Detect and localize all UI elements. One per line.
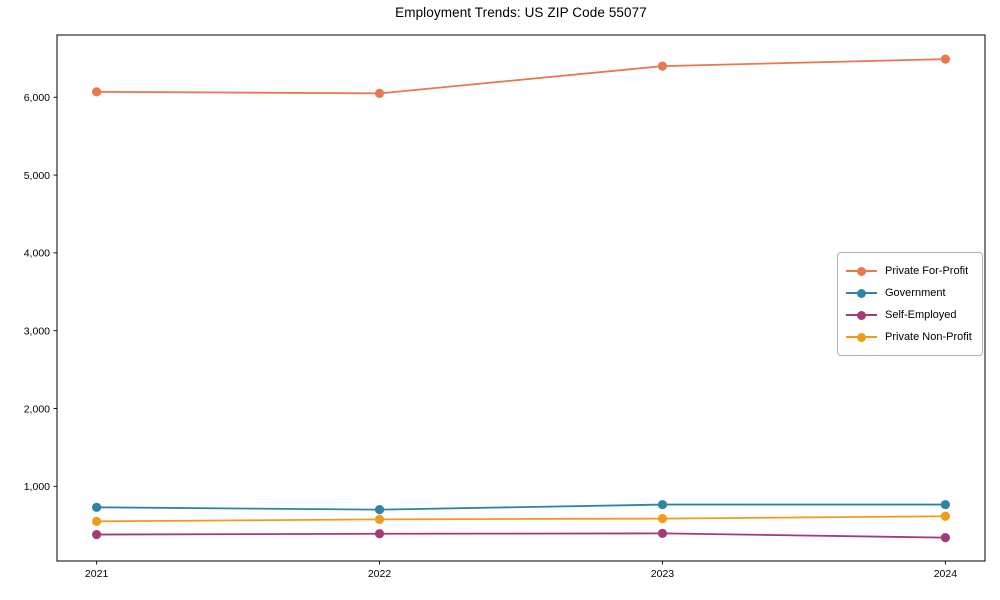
series-point-private-for-profit xyxy=(92,87,102,97)
x-tick-label: 2021 xyxy=(85,568,109,580)
series-line-government xyxy=(95,503,947,511)
legend-item-private-for-profit: Private For-Profit xyxy=(846,260,973,282)
legend-line-marker-icon xyxy=(846,332,877,342)
legend-dot-icon xyxy=(857,332,866,342)
series-point-private-non-profit xyxy=(940,511,950,521)
series-point-government xyxy=(940,499,950,510)
legend-item-private-non-profit: Private Non-Profit xyxy=(846,326,973,348)
legend-item-self-employed: Self-Employed xyxy=(846,304,973,326)
legend-label: Private For-Profit xyxy=(885,265,969,277)
legend-dot-icon xyxy=(857,310,866,320)
x-tick-label: 2022 xyxy=(368,568,392,580)
plot-border xyxy=(56,34,986,562)
chart-legend: Private For-Profit Government Self-Employe… xyxy=(837,252,983,356)
series-point-government xyxy=(374,505,385,515)
series-point-government xyxy=(657,499,668,510)
legend-line-marker-icon xyxy=(846,266,877,276)
series-point-private-for-profit xyxy=(657,61,668,71)
legend-line-marker-icon xyxy=(846,288,877,298)
series-point-self-employed xyxy=(657,528,668,538)
y-tick-label: 3,000 xyxy=(24,325,50,337)
legend-label: Government xyxy=(885,287,946,299)
series-line-self-employed xyxy=(95,532,947,539)
y-tick-label: 6,000 xyxy=(24,92,50,104)
series-point-private-non-profit xyxy=(374,514,385,524)
legend-label: Private Non-Profit xyxy=(885,331,972,343)
y-tick-label: 5,000 xyxy=(24,170,50,182)
legend-dot-icon xyxy=(857,266,866,276)
y-tick-label: 1,000 xyxy=(24,481,50,493)
series-line-private-non-profit xyxy=(95,515,947,523)
series-point-self-employed xyxy=(92,529,102,540)
legend-dot-icon xyxy=(857,288,866,298)
y-tick-label: 2,000 xyxy=(24,403,50,415)
x-tick-label: 2023 xyxy=(651,568,675,580)
series-point-self-employed xyxy=(940,533,950,543)
series-line-private-for-profit xyxy=(95,58,947,95)
series-point-private-non-profit xyxy=(92,516,102,526)
chart-title: Employment Trends: US ZIP Code 55077 xyxy=(395,5,647,20)
legend-label: Self-Employed xyxy=(885,309,957,321)
series-point-self-employed xyxy=(374,529,385,539)
series-point-private-for-profit xyxy=(940,54,950,64)
series-point-private-for-profit xyxy=(374,88,385,98)
legend-line-marker-icon xyxy=(846,310,877,320)
series-point-private-non-profit xyxy=(657,513,668,524)
x-tick-label: 2024 xyxy=(934,568,958,580)
series-point-government xyxy=(92,502,102,512)
legend-item-government: Government xyxy=(846,282,973,304)
y-tick-label: 4,000 xyxy=(24,248,50,260)
